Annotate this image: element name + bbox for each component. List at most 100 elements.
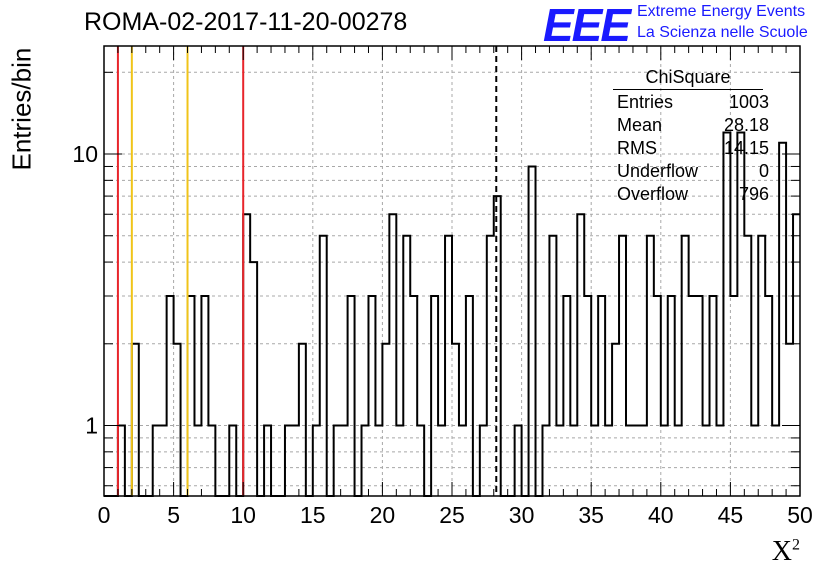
histogram-bin	[710, 296, 717, 496]
histogram-bin	[229, 426, 236, 496]
histogram-bin	[487, 236, 494, 496]
histogram-bin	[362, 426, 369, 496]
axis-ticks: 0 5 10 15 20 25 30 35 40 45 50 1 10	[72, 46, 813, 528]
threshold-markers	[116, 46, 498, 496]
histogram-bin	[160, 426, 167, 496]
stat-label: Mean	[617, 115, 663, 135]
x-tick-label: 45	[718, 502, 744, 528]
histogram-bin	[570, 426, 577, 496]
histogram-bin	[438, 426, 445, 496]
histogram-bin	[243, 214, 250, 496]
histogram-bin	[368, 296, 375, 496]
histogram-bin	[605, 426, 612, 496]
stat-value: 28.18	[723, 115, 769, 135]
stats-box: ChiSquare Entries 1003 Mean 28.18 RMS 14…	[611, 67, 771, 206]
y-tick-label: 1	[85, 413, 98, 439]
histogram-bin	[285, 426, 292, 496]
histogram-bin	[264, 426, 271, 496]
x-tick-label: 15	[300, 502, 326, 528]
stat-row-underflow: Underflow 0	[611, 160, 769, 183]
stat-value: 0	[758, 161, 769, 181]
histogram-bin	[640, 426, 647, 496]
histogram-bin	[716, 426, 723, 496]
x-tick-label: 20	[370, 502, 396, 528]
histogram-bin	[793, 214, 800, 496]
stat-label: Entries	[617, 92, 674, 112]
histogram-bin	[675, 426, 682, 496]
stat-label: Overflow	[617, 184, 689, 204]
histogram-outline	[104, 131, 800, 497]
histogram-bin	[779, 143, 786, 496]
histogram-bin	[334, 426, 341, 496]
histogram-bin	[591, 426, 598, 496]
x-axis-label-base: X	[771, 536, 792, 567]
stat-row-entries: Entries 1003	[611, 91, 769, 114]
stat-label: RMS	[617, 138, 657, 158]
histogram-bin	[751, 426, 758, 496]
histogram-bin	[744, 236, 751, 496]
stat-value: 14.15	[723, 138, 769, 158]
histogram-bin	[772, 426, 779, 496]
histogram-bin	[612, 344, 619, 496]
histogram-bin	[320, 236, 327, 496]
histogram-bin	[703, 426, 710, 496]
histogram-bin	[619, 236, 626, 496]
histogram-bin	[452, 344, 459, 496]
histogram-bin	[626, 426, 633, 496]
logo-line-2: La Scienza nelle Scuole	[637, 24, 808, 41]
x-tick-label: 50	[787, 502, 813, 528]
histogram-bin	[410, 296, 417, 496]
histogram-bin	[668, 296, 675, 496]
histogram-bin	[577, 214, 584, 496]
y-axis-label: Entries/bin	[6, 47, 37, 171]
histogram-bin	[563, 296, 570, 496]
histogram-bin	[682, 236, 689, 496]
stat-value: 1003	[728, 92, 769, 112]
histogram-bin	[542, 426, 549, 496]
stat-value: 796	[738, 184, 769, 204]
x-axis-label: X2	[772, 536, 800, 568]
histogram-bin	[188, 296, 195, 496]
x-tick-label: 5	[167, 502, 180, 528]
histogram-bin	[341, 426, 348, 496]
histogram-bin	[549, 236, 556, 496]
histogram-bin	[765, 296, 772, 496]
histogram-bin	[459, 426, 466, 496]
x-tick-label: 40	[648, 502, 674, 528]
x-axis-label-sup: 2	[792, 536, 800, 554]
histogram-bin	[389, 214, 396, 496]
histogram-bars	[104, 131, 800, 497]
histogram-bin	[661, 426, 668, 496]
histogram-bin	[466, 296, 473, 496]
histogram-bin	[633, 426, 640, 496]
histogram-bin	[515, 426, 522, 496]
stat-row-rms: RMS 14.15	[611, 137, 769, 160]
histogram-bin	[174, 344, 181, 496]
histogram-bin	[598, 296, 605, 496]
chart-title: ROMA-02-2017-11-20-00278	[84, 8, 408, 36]
histogram-bin	[194, 426, 201, 496]
logo-line-1: Extreme Energy Events	[637, 3, 806, 20]
histogram-bin	[758, 236, 765, 496]
histogram-bin	[417, 426, 424, 496]
histogram-bin	[689, 296, 696, 496]
histogram-bin	[132, 344, 139, 496]
histogram-bin	[313, 426, 320, 496]
histogram-bin	[375, 426, 382, 496]
stats-title: ChiSquare	[613, 67, 763, 90]
histogram-bin	[556, 426, 563, 496]
histogram-bin	[201, 296, 208, 496]
stat-label: Underflow	[617, 161, 699, 181]
histogram-bin	[299, 344, 306, 496]
histogram-bin	[445, 236, 452, 496]
histogram-bin	[529, 166, 536, 496]
histogram-bin	[250, 262, 257, 496]
x-tick-label: 0	[98, 502, 111, 528]
histogram-bin	[647, 236, 654, 496]
x-tick-label: 10	[230, 502, 256, 528]
histogram-bin	[118, 426, 125, 496]
x-tick-label: 25	[439, 502, 465, 528]
histogram-bin	[654, 296, 661, 496]
histogram-bin	[396, 426, 403, 496]
histogram-bin	[730, 296, 737, 496]
